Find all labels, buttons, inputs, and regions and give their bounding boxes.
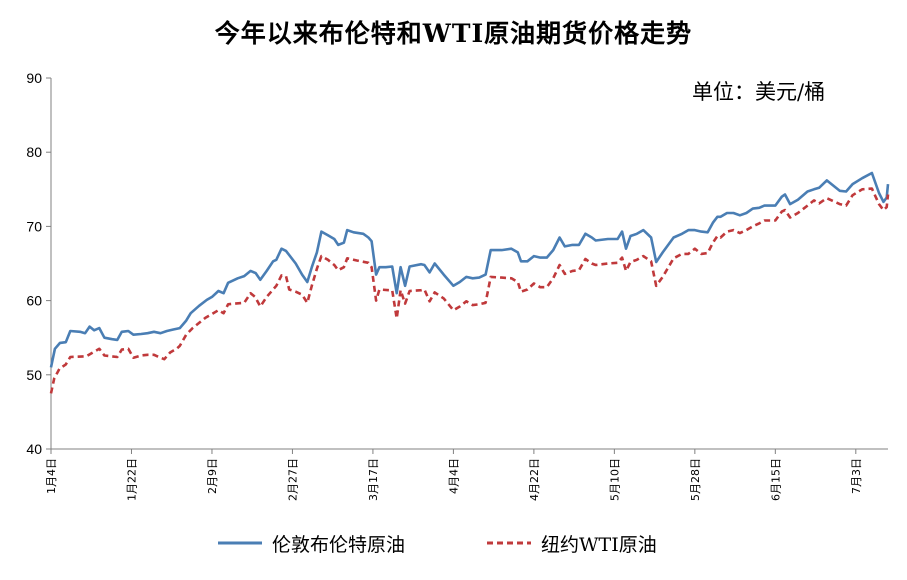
chart-title: 今年以来布伦特和WTI原油期货价格走势 — [214, 19, 693, 48]
series-layer — [49, 171, 890, 394]
axes: 40 50 60 70 80 90 1月4日 1月22日 2月9日 2月27日 3月17日 4月4日 4… — [26, 70, 888, 501]
legend-label-brent: 伦敦布伦特原油 — [272, 533, 406, 556]
x-tick-label: 7月3日 — [850, 458, 863, 494]
x-tick-label: 5月28日 — [689, 458, 702, 501]
legend-swatch-wti — [487, 541, 531, 545]
y-tick-label: 40 — [26, 441, 42, 457]
x-tick-label: 1月22日 — [125, 458, 138, 501]
x-tick-label: 2月9日 — [206, 458, 219, 494]
series-line-wti — [49, 187, 890, 394]
legend-swatch-brent — [218, 541, 262, 545]
y-tick-label: 80 — [26, 144, 42, 160]
x-tick-label: 4月4日 — [447, 458, 460, 494]
x-tick-label: 1月4日 — [45, 458, 58, 494]
y-tick-label: 70 — [26, 218, 42, 234]
x-tick-label: 4月22日 — [528, 458, 541, 501]
legend: 伦敦布伦特原油 纽约WTI原油 — [0, 528, 907, 558]
y-tick-label: 50 — [26, 367, 42, 383]
legend-item-wti: 纽约WTI原油 — [487, 528, 657, 558]
unit-label: 单位：美元/桶 — [692, 80, 826, 104]
x-tick-label: 6月15日 — [769, 458, 782, 501]
y-tick-label: 60 — [26, 293, 42, 309]
y-tick-label: 90 — [26, 70, 42, 86]
legend-label-wti: 纽约WTI原油 — [541, 533, 657, 556]
x-tick-label: 5月10日 — [608, 458, 621, 501]
x-tick-label: 2月27日 — [286, 458, 299, 501]
legend-item-brent: 伦敦布伦特原油 — [218, 528, 405, 558]
series-line-brent — [49, 171, 890, 368]
x-tick-label: 3月17日 — [367, 458, 380, 501]
